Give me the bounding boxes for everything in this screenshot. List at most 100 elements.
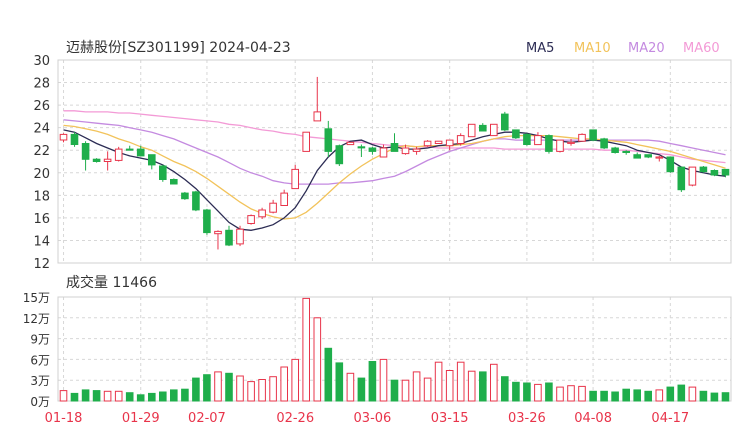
- legend-ma10: MA10: [574, 41, 611, 56]
- candle-body: [357, 146, 366, 149]
- chart-title: 迈赫股份[SZ301199] 2024-04-23: [66, 40, 291, 56]
- price-tick-label: 22: [33, 144, 50, 159]
- legend-ma60: MA60: [683, 41, 720, 56]
- volume-bar: [170, 389, 178, 402]
- price-tick-label: 12: [33, 257, 50, 272]
- candle-body: [589, 129, 597, 141]
- price-tick-label: 24: [33, 122, 50, 137]
- volume-bar: [368, 361, 377, 402]
- volume-bar: [423, 377, 432, 402]
- candle-body: [534, 135, 542, 146]
- candle-body: [114, 148, 123, 161]
- date-tick-label: 02-07: [188, 411, 226, 426]
- volume-bar: [236, 375, 244, 402]
- candle-body: [269, 202, 277, 213]
- volume-bar: [225, 372, 233, 402]
- candle-body: [170, 179, 178, 185]
- candle-body: [655, 156, 664, 159]
- candle-body: [379, 147, 388, 158]
- volume-bar: [324, 347, 333, 402]
- volume-tick-label: 6万: [30, 353, 50, 367]
- candle-body: [390, 143, 399, 152]
- price-tick-label: 26: [33, 99, 50, 114]
- candle-body: [92, 158, 101, 162]
- volume-y-axis: 0万 3万 6万 9万 12万 15万: [23, 291, 50, 409]
- candle-body: [368, 147, 377, 152]
- candle-body: [70, 133, 79, 145]
- candle-body: [125, 148, 134, 151]
- date-tick-label: 01-18: [45, 411, 83, 426]
- candle-body: [710, 170, 719, 176]
- candle-body: [578, 133, 586, 142]
- price-tick-label: 28: [33, 77, 50, 92]
- candle-body: [346, 141, 355, 146]
- candle-body: [567, 141, 575, 144]
- volume-bar: [92, 390, 101, 402]
- volume-title: 成交量 11466: [66, 274, 157, 291]
- candle-body: [81, 143, 90, 160]
- candle-body: [501, 113, 509, 131]
- legend: MA5 MA10 MA20 MA60: [526, 41, 720, 56]
- candle-body: [203, 209, 211, 234]
- candle-body: [479, 124, 487, 132]
- volume-tick-label: 12万: [23, 312, 50, 326]
- volume-bar: [302, 297, 310, 402]
- volume-bar: [467, 370, 476, 402]
- candle-body: [644, 154, 653, 158]
- candlesticks: [59, 76, 730, 250]
- date-tick-label: 01-29: [122, 411, 160, 426]
- volume-tick-label: 9万: [30, 333, 50, 347]
- volume-bar: [534, 383, 542, 402]
- candle-body: [225, 229, 233, 246]
- volume-bar: [545, 382, 553, 402]
- candle-body: [324, 128, 333, 152]
- price-tick-label: 20: [33, 167, 50, 182]
- volume-bar: [633, 389, 642, 402]
- candle-body: [434, 140, 443, 144]
- price-tick-label: 16: [33, 212, 50, 227]
- price-tick-label: 18: [33, 189, 50, 204]
- price-tick-label: 14: [33, 234, 50, 249]
- volume-bar: [600, 390, 608, 402]
- candle-body: [622, 150, 631, 153]
- date-tick-label: 04-17: [651, 411, 689, 426]
- price-grid: [57, 59, 732, 264]
- candle-body: [247, 215, 255, 225]
- candle-body: [688, 166, 697, 186]
- candle-body: [545, 135, 553, 152]
- volume-bar: [313, 317, 322, 402]
- volume-bar: [556, 386, 564, 402]
- volume-bar: [688, 386, 697, 402]
- volume-bar: [401, 379, 410, 402]
- ma20-line: [63, 119, 726, 185]
- volume-bar: [622, 388, 631, 402]
- price-y-axis: 12 14 16 18 20 22 24 26 28 30: [33, 54, 50, 272]
- candle-body: [401, 147, 410, 155]
- volume-tick-label: 0万: [30, 395, 50, 409]
- volume-bar: [412, 371, 421, 402]
- volume-bar: [136, 394, 145, 402]
- date-tick-label: 03-26: [508, 411, 546, 426]
- candle-body: [103, 158, 112, 162]
- volume-bar: [125, 392, 134, 402]
- volume-bar: [699, 390, 708, 402]
- volume-bars: [59, 297, 730, 402]
- volume-bar: [578, 385, 586, 402]
- candle-body: [335, 145, 344, 165]
- candle-body: [412, 148, 421, 152]
- candle-body: [556, 139, 564, 152]
- volume-tick-label: 15万: [23, 291, 50, 305]
- volume-bar: [434, 361, 443, 402]
- volume-bar: [567, 385, 575, 402]
- volume-bar: [214, 371, 222, 402]
- candle-body: [445, 139, 454, 147]
- volume-bar: [644, 390, 653, 402]
- candle-body: [192, 191, 200, 211]
- volume-bar: [203, 374, 211, 402]
- legend-ma20: MA20: [628, 41, 665, 56]
- candle-body: [236, 228, 244, 245]
- price-tick-label: 30: [33, 54, 50, 69]
- candle-body: [666, 156, 675, 173]
- volume-bar: [721, 392, 730, 402]
